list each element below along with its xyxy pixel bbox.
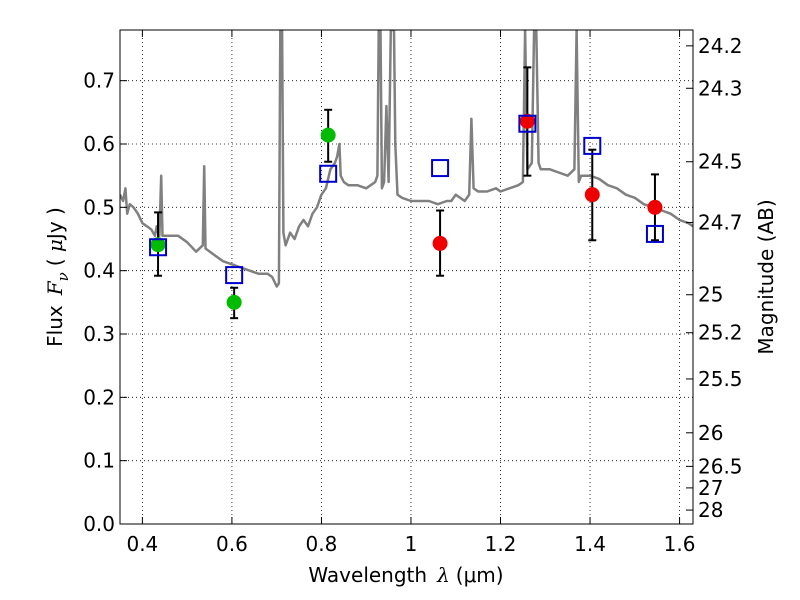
data-point [226,294,242,310]
y-tick-label: 0.5 [83,195,115,219]
right-tick-label: 28 [698,498,723,522]
model-flux-marker [225,266,244,285]
right-tick-label: 24.7 [698,211,743,235]
axis-ticks [120,30,693,525]
data-point [432,235,448,251]
x-tick-label: 0.6 [216,532,248,556]
x-tick-label: 0.4 [126,532,158,556]
data-markers [149,113,664,310]
right-tick-label: 26 [698,421,723,445]
model-flux-marker [518,114,537,133]
right-axis-title: Magnitude (AB) [754,199,778,354]
y-tick-label: 0.1 [83,449,115,473]
x-tick-label: 1.6 [664,532,696,556]
model-spectrum [120,30,693,288]
right-tick-label: 25.5 [698,367,743,391]
y-axis-title: FluxFν( μJy ) [43,207,72,347]
right-tick-label: 27 [698,476,723,500]
y-tick-label: 0.6 [83,132,115,156]
y-tick-label: 0.4 [83,259,115,283]
y-tick-label: 0.0 [83,512,115,536]
model-flux-marker [319,164,338,183]
y-tick-label: 0.3 [83,322,115,346]
right-tick-label: 26.5 [698,454,743,478]
model-flux-marker [149,238,168,257]
model-flux-marker [583,136,602,155]
right-tick-label: 24.3 [698,76,743,100]
y-tick-label: 0.2 [83,385,115,409]
x-tick-label: 1.2 [485,532,517,556]
x-tick-label: 0.8 [306,532,338,556]
y-tick-labels: 0.0 0.1 0.2 0.3 0.4 0.5 0.6 0.7 [83,69,115,536]
data-point [584,187,600,203]
data-point [150,237,166,253]
x-tick-labels: 0.4 0.6 0.8 1 1.2 1.4 1.6 [126,532,695,556]
plot-frame [119,29,694,525]
x-tick-label: 1.4 [574,532,606,556]
data-point [647,199,663,215]
model-flux-marker [645,224,664,243]
right-tick-label: 25.2 [698,321,743,345]
right-tick-label: 24.2 [698,34,743,58]
right-tick-label: 25 [698,283,723,307]
right-tick-label: 24.5 [698,150,743,174]
data-point [320,127,336,143]
y-tick-label: 0.7 [83,69,115,93]
spectrum-line [120,30,693,288]
model-flux-marker [431,159,450,178]
x-axis-title: Wavelength λ (μm) [308,563,503,587]
data-point [519,113,535,129]
x-tick-label: 1 [405,532,418,556]
